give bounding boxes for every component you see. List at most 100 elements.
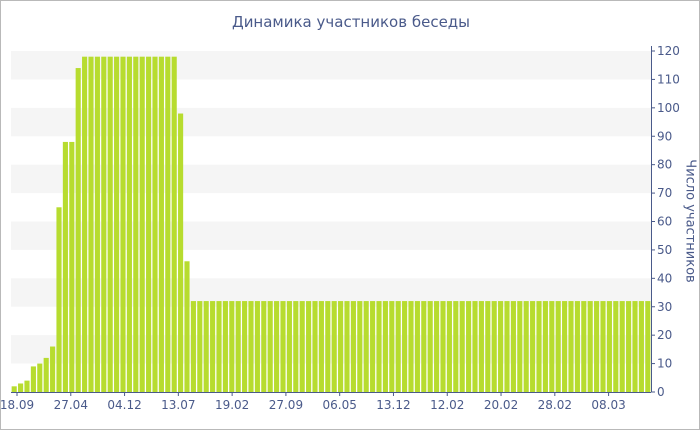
grid-band (11, 51, 651, 80)
bar (472, 301, 478, 392)
bar (357, 301, 363, 392)
bar (466, 301, 472, 392)
axes (11, 46, 655, 396)
bar (254, 301, 260, 392)
bar (18, 383, 24, 392)
bar (280, 301, 286, 392)
x-tick-labels: 18.09 27.04 04.12 13.07 19.02 27.09 06.05 13.12… (1, 398, 626, 412)
bar (382, 301, 388, 392)
bar (312, 301, 318, 392)
x-tick-label: 13.07 (161, 398, 195, 412)
bar (632, 301, 638, 392)
bar (402, 301, 408, 392)
bar (178, 113, 184, 393)
bar (216, 301, 222, 392)
bar (363, 301, 369, 392)
bar (574, 301, 580, 392)
x-tick-label: 19.02 (215, 398, 249, 412)
bar (50, 346, 56, 392)
x-tick-label: 28.02 (538, 398, 572, 412)
bar (408, 301, 414, 392)
bar (75, 68, 81, 393)
bar (594, 301, 600, 392)
y-tick-label: 110 (657, 72, 680, 86)
bar (440, 301, 446, 392)
bar (434, 301, 440, 392)
x-tick-label: 27.04 (54, 398, 88, 412)
bar (344, 301, 350, 392)
bar (203, 301, 209, 392)
bar (523, 301, 529, 392)
bar (638, 301, 644, 392)
bar (82, 56, 88, 393)
bar (120, 56, 126, 393)
bar (549, 301, 555, 392)
x-tick-label: 27.09 (269, 398, 303, 412)
bar (171, 56, 177, 393)
bar (235, 301, 241, 392)
bar (62, 141, 68, 392)
bar (568, 301, 574, 392)
bar (318, 301, 324, 392)
grid-band (11, 164, 651, 194)
y-tick-label: 80 (657, 158, 672, 172)
y-tick-label: 100 (657, 101, 680, 115)
bar (338, 301, 344, 392)
bar (606, 301, 612, 392)
y-tick-label: 0 (657, 385, 665, 399)
bar (274, 301, 280, 392)
y-tick-label: 50 (657, 243, 672, 257)
bar (267, 301, 273, 392)
bar (197, 301, 203, 392)
bar (504, 301, 510, 392)
bar (286, 301, 292, 392)
bar (453, 301, 459, 392)
bar (414, 301, 420, 392)
y-tick-label: 30 (657, 300, 672, 314)
grid-bands (11, 51, 651, 364)
bar (242, 301, 248, 392)
bar (587, 301, 593, 392)
bar (152, 56, 158, 393)
x-tick-label: 20.02 (484, 398, 518, 412)
bar (498, 301, 504, 392)
bar (56, 207, 62, 392)
bar (478, 301, 484, 392)
bar (619, 301, 625, 392)
bar (306, 301, 312, 392)
x-tick-label: 12.02 (430, 398, 464, 412)
y-tick-labels: 0 10 20 30 40 50 60 70 80 90 100 110 120 (657, 44, 680, 399)
bar (30, 366, 36, 392)
y-tick-label: 20 (657, 328, 672, 342)
bar (510, 301, 516, 392)
bar (229, 301, 235, 392)
y-axis-label: Число участников (682, 159, 698, 283)
bar (600, 301, 606, 392)
grid-band (11, 221, 651, 250)
bar (69, 141, 75, 392)
bar (190, 301, 196, 392)
bar (293, 301, 299, 392)
bar (107, 56, 113, 393)
bar (395, 301, 401, 392)
bar (126, 56, 132, 393)
bar (43, 357, 49, 392)
bar (165, 56, 171, 393)
bar (133, 56, 139, 393)
y-tick-label: 60 (657, 215, 672, 229)
bar (325, 301, 331, 392)
bar (37, 363, 43, 392)
bar (184, 261, 190, 392)
y-tick-label: 10 (657, 357, 672, 371)
y-tick-label: 70 (657, 186, 672, 200)
y-tick-label: 90 (657, 129, 672, 143)
bar-series (11, 56, 651, 393)
bar (389, 301, 395, 392)
bar (626, 301, 632, 392)
bar (421, 301, 427, 392)
bar (222, 301, 228, 392)
x-tick-label: 13.12 (376, 398, 410, 412)
bar (491, 301, 497, 392)
